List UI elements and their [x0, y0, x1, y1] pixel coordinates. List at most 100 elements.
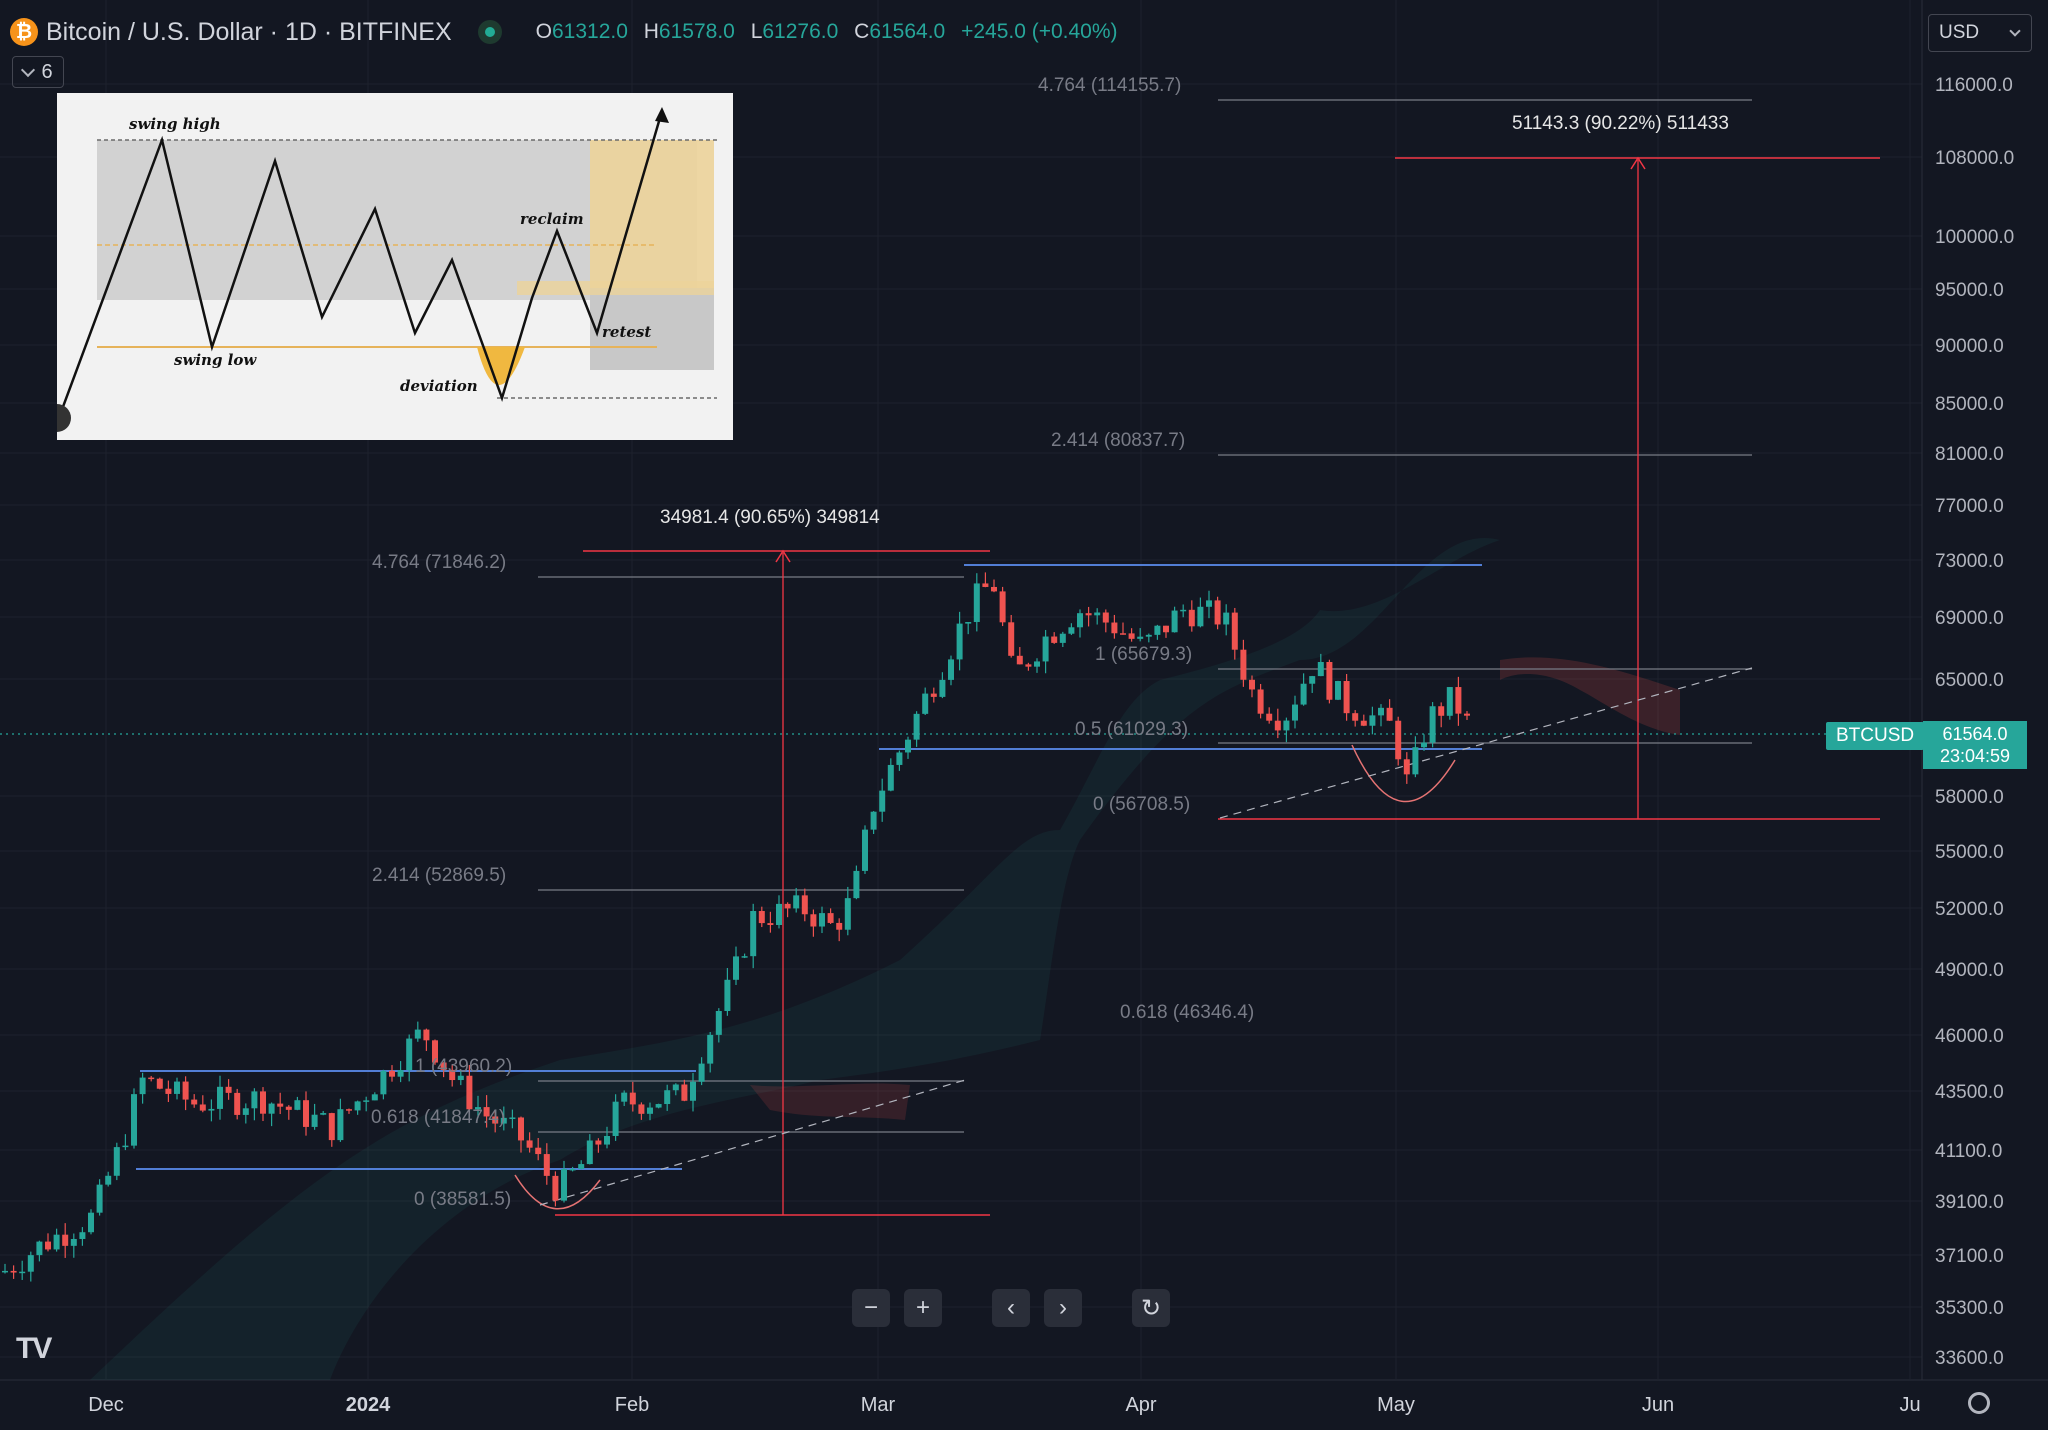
candle [346, 1108, 352, 1114]
retest-label: retest [602, 323, 651, 341]
candle [561, 1160, 567, 1203]
candle-body [45, 1241, 51, 1250]
candle [62, 1223, 69, 1258]
candle-body [483, 1107, 490, 1117]
rounded-bottom-arc [1351, 744, 1456, 803]
currency-select[interactable]: USD [1928, 14, 2032, 52]
candle-body [681, 1084, 688, 1101]
candle [879, 778, 886, 822]
candle [105, 1171, 112, 1187]
reset-chart-button[interactable]: ↻ [1132, 1289, 1170, 1327]
candle [217, 1075, 223, 1120]
candle-body [1171, 610, 1178, 633]
candle-body [844, 898, 851, 930]
indicators-toggle[interactable]: 6 [12, 56, 64, 88]
scroll-right-button[interactable]: › [1044, 1289, 1082, 1327]
candle-body [1059, 633, 1066, 643]
candle-body [1386, 707, 1393, 721]
price-axis-label: 95000.0 [1935, 280, 2004, 301]
candle [750, 903, 757, 969]
candle-body [870, 811, 877, 830]
candle [1128, 628, 1135, 642]
cloud-bearish [750, 1083, 910, 1120]
candle-body [887, 764, 894, 791]
price-axis-label: 100000.0 [1935, 227, 2014, 248]
price-axis-label: 69000.0 [1935, 608, 2004, 629]
candlesticks [2, 572, 1470, 1282]
zoom-out-button[interactable]: − [852, 1289, 890, 1327]
candle [1154, 624, 1161, 640]
candle-body [182, 1081, 189, 1100]
candle [655, 1103, 662, 1109]
candle-body [208, 1108, 215, 1111]
candle [810, 909, 817, 937]
candle-body [862, 829, 868, 871]
candle-body [1197, 606, 1204, 627]
candle [681, 1079, 688, 1102]
fib-label: 0.618 (46346.4) [1120, 1002, 1254, 1023]
fib-label: 0 (56708.5) [1093, 794, 1190, 815]
candle [569, 1166, 576, 1172]
candle-body [1034, 661, 1040, 667]
candle [1068, 623, 1075, 635]
candle-body [397, 1070, 404, 1077]
candle [397, 1061, 404, 1083]
candle [913, 711, 920, 747]
candle [948, 655, 954, 686]
price-axis-label: 85000.0 [1935, 394, 2004, 415]
candle [612, 1094, 619, 1141]
candle-body [1051, 636, 1058, 643]
time-axis-label: Ju [1899, 1394, 1920, 1416]
candle-body [346, 1109, 352, 1111]
tradingview-logo[interactable]: TV [16, 1332, 52, 1365]
candle [647, 1102, 653, 1121]
fib-label: 0 (38581.5) [414, 1189, 511, 1210]
candle-body [2, 1270, 8, 1273]
price-axis-label: 39100.0 [1935, 1192, 2004, 1213]
candle-body [1446, 687, 1453, 716]
candle-body [440, 1062, 447, 1070]
candle-body [1455, 687, 1462, 714]
candle-body [853, 870, 860, 899]
candle [965, 621, 972, 635]
candle [79, 1227, 86, 1246]
candle [182, 1076, 189, 1111]
candle [922, 687, 929, 716]
candle [819, 906, 825, 934]
candle-body [165, 1088, 172, 1094]
settings-gear-icon[interactable] [1968, 1392, 1990, 1414]
candle [1163, 625, 1169, 638]
candle-body [457, 1075, 464, 1081]
candle [1309, 675, 1316, 693]
candle [836, 918, 843, 942]
ichimoku-cloud [90, 538, 1680, 1380]
zoom-in-button[interactable]: + [904, 1289, 942, 1327]
candle [999, 586, 1006, 627]
candle-body [70, 1238, 77, 1246]
candle [1292, 695, 1298, 729]
candle-body [1016, 655, 1023, 665]
price-axis-label: 90000.0 [1935, 336, 2004, 357]
range-deviation-diagram: swing high swing low reclaim retest devi… [57, 93, 733, 440]
candle [131, 1088, 137, 1149]
candle-body [268, 1103, 275, 1114]
candle [165, 1080, 172, 1103]
candle [758, 906, 765, 928]
fib-label: 1 (43960.2) [415, 1056, 512, 1077]
scroll-left-button[interactable]: ‹ [992, 1289, 1030, 1327]
candle [1326, 659, 1333, 704]
candle-body [277, 1103, 284, 1107]
indicator-count: 6 [41, 60, 53, 83]
candle-body [750, 911, 757, 957]
candle [1403, 752, 1410, 784]
candle-body [698, 1063, 705, 1082]
chevron-down-icon [21, 62, 36, 77]
price-axis-label: 52000.0 [1935, 899, 2004, 920]
symbol-title[interactable]: Bitcoin / U.S. Dollar · 1D · BITFINEX [46, 17, 452, 46]
candle [1171, 606, 1178, 633]
candle-body [561, 1168, 567, 1201]
candle [466, 1064, 473, 1118]
candle-body [19, 1271, 26, 1274]
candle-body [1102, 612, 1109, 623]
candle [518, 1116, 524, 1153]
